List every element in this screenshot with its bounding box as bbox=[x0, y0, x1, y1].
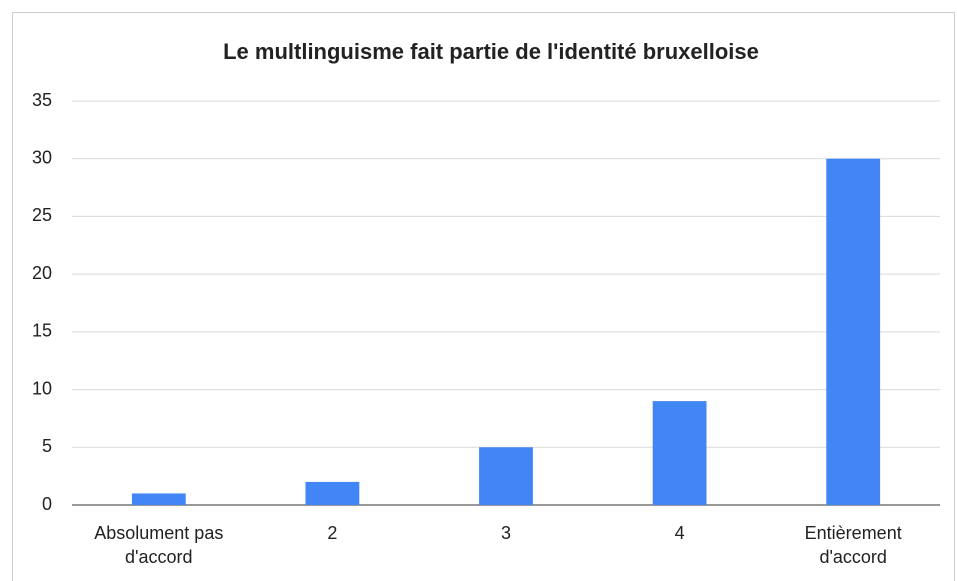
x-tick-label: 2 bbox=[327, 523, 338, 543]
y-tick-label: 35 bbox=[32, 90, 52, 110]
y-tick-label: 0 bbox=[42, 494, 52, 514]
chart-title: Le multlinguisme fait partie de l'identi… bbox=[223, 39, 759, 64]
y-tick-label: 15 bbox=[32, 321, 52, 341]
y-tick-label: 25 bbox=[32, 205, 52, 225]
x-tick-label: 3 bbox=[500, 523, 511, 543]
x-tick-label: Absolument pas d'accord bbox=[94, 523, 224, 567]
bar bbox=[131, 493, 186, 505]
y-tick-label: 20 bbox=[32, 263, 52, 283]
y-tick-label: 5 bbox=[42, 436, 52, 456]
bar bbox=[479, 447, 533, 505]
bar bbox=[826, 158, 881, 505]
bar bbox=[305, 481, 360, 505]
y-tick-label: 10 bbox=[32, 378, 52, 398]
x-tick-label: 4 bbox=[674, 523, 685, 543]
y-tick-label: 30 bbox=[32, 147, 52, 167]
x-tick-label: Entièrement d'accord bbox=[804, 523, 902, 567]
bar bbox=[652, 401, 707, 505]
